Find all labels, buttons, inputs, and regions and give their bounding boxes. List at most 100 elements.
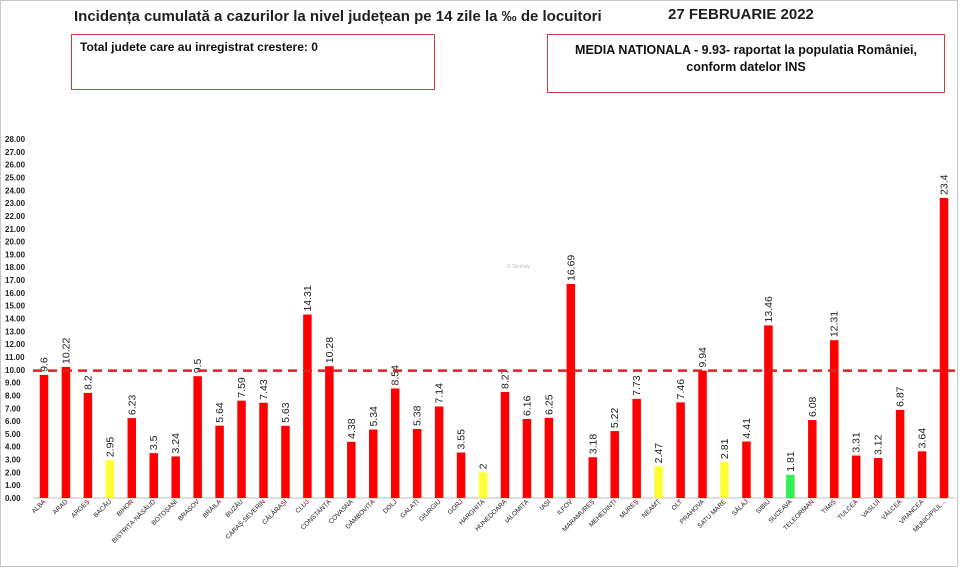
national-average-box: MEDIA NATIONALA - 9.93- raportat la popu… [547, 34, 945, 93]
bar [61, 366, 71, 498]
data-label: 3.5 [148, 435, 160, 450]
bar [500, 391, 510, 498]
y-tick-label: 7.00 [5, 404, 21, 413]
y-tick-label: 22.00 [5, 212, 26, 221]
x-tick-label: CARAȘ-SEVERIN [224, 498, 267, 541]
x-tick-label: GIURGIU [418, 498, 443, 523]
x-tick-label: MUREȘ [619, 498, 641, 520]
bar [917, 451, 927, 498]
data-label: 3.18 [587, 434, 599, 455]
y-tick-label: 24.00 [5, 186, 26, 195]
bar [808, 420, 817, 498]
bar [632, 398, 641, 498]
bar [544, 417, 554, 498]
data-label: 7.14 [434, 383, 446, 404]
x-tick-label: BRĂILA [200, 497, 223, 520]
bar [786, 474, 795, 498]
data-label: 6.25 [543, 394, 555, 415]
data-label: 7.43 [258, 379, 270, 400]
bar [873, 457, 883, 498]
y-tick-label: 1.00 [5, 481, 21, 490]
y-tick-label: 27.00 [5, 148, 26, 157]
data-label: 12.31 [829, 311, 841, 337]
data-label: 13.46 [763, 296, 775, 322]
y-tick-label: 9.00 [5, 379, 21, 388]
bar [522, 419, 532, 498]
y-tick-label: 21.00 [5, 225, 26, 234]
data-label: 3.31 [851, 432, 863, 453]
data-label: 23.4 [939, 174, 951, 195]
y-tick-label: 18.00 [5, 263, 26, 272]
data-label: 6.87 [895, 386, 907, 407]
data-label: 14.31 [302, 285, 314, 311]
x-tick-label: TIMIȘ [820, 498, 838, 516]
national-average-line1: MEDIA NATIONALA - 9.93- raportat la popu… [575, 43, 917, 57]
bar [412, 429, 422, 498]
data-label: 5.63 [280, 402, 292, 423]
y-tick-label: 23.00 [5, 199, 26, 208]
data-label: 10.22 [60, 338, 72, 364]
data-label: 9.6 [38, 357, 50, 372]
data-label: 6.16 [521, 395, 533, 416]
bar [742, 441, 751, 498]
report-date: 27 FEBRUARIE 2022 [668, 6, 814, 23]
bar [895, 409, 905, 498]
y-tick-label: 2.00 [5, 468, 21, 477]
x-tick-label: GALAȚI [399, 498, 420, 519]
bar [127, 418, 137, 498]
y-tick-label: 20.00 [5, 238, 26, 247]
y-tick-label: 25.00 [5, 173, 26, 182]
data-label: 5.22 [609, 407, 621, 428]
data-label: 8.2 [82, 375, 94, 390]
x-tick-label: ARGEȘ [70, 498, 92, 520]
national-average-line2: conform datelor INS [686, 60, 806, 74]
data-label: 7.59 [236, 377, 248, 398]
data-label: 16.69 [565, 255, 577, 281]
y-tick-label: 14.00 [5, 315, 26, 324]
bar [39, 374, 49, 498]
x-tick-label: ALBA [31, 498, 48, 515]
data-label: 2 [478, 463, 490, 469]
data-label: 4.38 [346, 418, 358, 439]
y-tick-label: 6.00 [5, 417, 21, 426]
bar [215, 425, 224, 498]
bar [698, 370, 707, 498]
watermark: © Shohidy [507, 264, 531, 270]
bar [720, 461, 729, 498]
x-tick-label: DOLJ [382, 498, 399, 515]
data-label: 2.95 [104, 437, 116, 458]
data-label: 3.55 [456, 429, 468, 450]
bar [610, 431, 619, 498]
bar [390, 388, 400, 498]
x-tick-label: IAȘI [539, 498, 553, 512]
bar [281, 425, 290, 498]
bar [303, 314, 312, 498]
x-tick-label: NEAMȚ [641, 498, 662, 519]
y-tick-label: 4.00 [5, 443, 21, 452]
y-tick-label: 3.00 [5, 456, 21, 465]
data-label: 3.64 [917, 428, 929, 449]
bar [566, 284, 576, 498]
x-tick-label: BACĂU [91, 497, 113, 519]
y-tick-label: 15.00 [5, 302, 26, 311]
y-tick-label: 16.00 [5, 289, 26, 298]
bar [851, 455, 861, 498]
bar [259, 402, 268, 498]
bar [830, 340, 839, 498]
y-tick-label: 0.00 [5, 494, 21, 503]
data-label: 5.38 [412, 405, 424, 426]
y-tick-label: 11.00 [5, 353, 25, 362]
x-tick-label: OLT [670, 498, 684, 512]
data-label: 6.23 [126, 395, 138, 416]
bar [193, 376, 202, 498]
data-label: 4.41 [741, 418, 753, 439]
bar [171, 456, 180, 498]
x-tick-label: BIHOR [116, 498, 136, 518]
y-tick-label: 17.00 [5, 276, 26, 285]
bar [654, 466, 663, 498]
data-label: 8.54 [390, 365, 402, 386]
chart-title: Incidența cumulată a cazurilor la nivel … [74, 8, 602, 25]
y-tick-label: 19.00 [5, 250, 26, 259]
